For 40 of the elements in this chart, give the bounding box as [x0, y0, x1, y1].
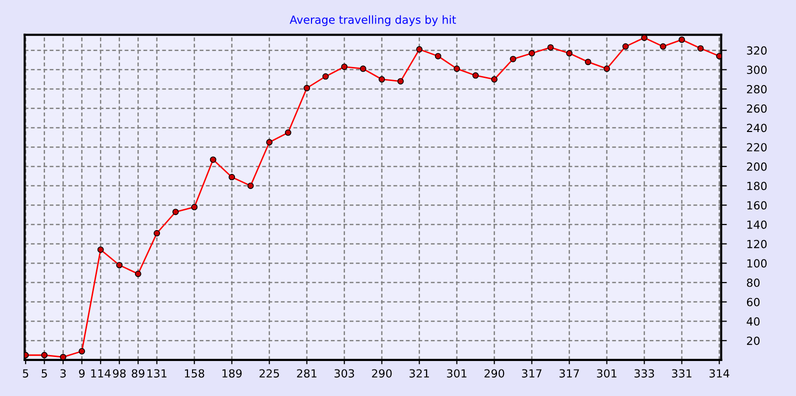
y-tick-label: 220 — [746, 143, 767, 152]
x-tick-label: 303 — [334, 369, 354, 378]
x-tick-label: 333 — [634, 369, 654, 378]
x-tick-label: 9 — [79, 369, 85, 378]
y-tick-label: 80 — [746, 278, 760, 287]
y-tick-label: 140 — [747, 220, 767, 229]
x-tick-label: 317 — [560, 369, 579, 378]
y-tick-label: 40 — [746, 317, 760, 326]
y-tick-label: 320 — [747, 46, 767, 55]
x-tick-label: 114 — [91, 369, 111, 378]
y-tick-label: 260 — [746, 104, 767, 113]
x-tick-label: 314 — [710, 369, 730, 378]
x-tick-label: 131 — [147, 369, 166, 378]
y-tick-label: 100 — [747, 259, 767, 268]
y-tick-label: 200 — [746, 162, 767, 171]
x-tick-label: 98 — [112, 369, 126, 378]
x-tick-label: 301 — [447, 369, 466, 378]
x-tick-label: 3 — [60, 369, 66, 378]
x-tick-label: 281 — [297, 369, 316, 378]
y-tick-label: 240 — [746, 124, 767, 132]
x-tick-label: 301 — [597, 369, 616, 378]
y-tick-label: 300 — [747, 66, 767, 74]
y-tick-label: 20 — [746, 336, 760, 345]
x-tick-label: 321 — [410, 369, 429, 378]
y-tick-label: 120 — [747, 240, 767, 248]
x-tick-label: 290 — [372, 369, 392, 378]
y-tick-label: 180 — [747, 182, 767, 190]
y-tick-label: 280 — [746, 85, 767, 94]
x-tick-label: 331 — [672, 369, 692, 378]
x-tick-label: 189 — [222, 369, 242, 378]
y-tick-label: 60 — [746, 298, 760, 306]
x-tick-label: 5 — [22, 369, 28, 378]
x-tick-label: 158 — [184, 369, 204, 378]
x-tick-label: 225 — [260, 369, 279, 378]
y-tick-label: 160 — [747, 201, 767, 210]
x-tick-label: 290 — [484, 369, 504, 378]
x-tick-label: 317 — [522, 369, 542, 378]
x-tick-label: 5 — [42, 369, 47, 378]
x-tick-label: 89 — [132, 369, 144, 378]
chart-title: Average travelling days by hit — [290, 15, 456, 26]
